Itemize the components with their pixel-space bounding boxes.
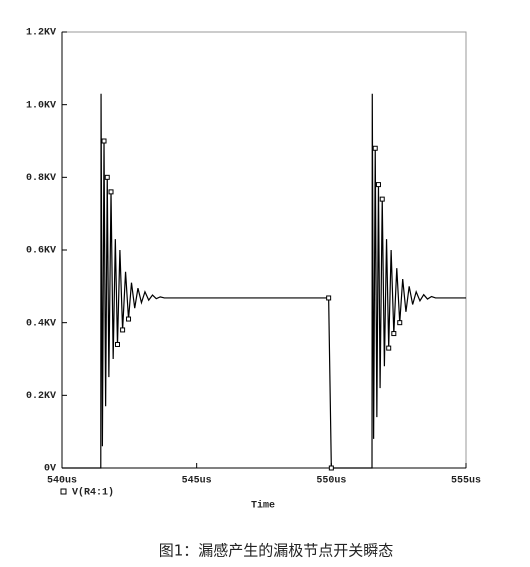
point-marker	[328, 465, 334, 471]
x-tick-label: 545us	[182, 476, 212, 487]
point-marker	[326, 295, 332, 301]
y-tick-label: 1.2KV	[26, 28, 56, 39]
line-series	[62, 93, 466, 469]
y-tick-label: 0.2KV	[26, 391, 56, 402]
x-axis-label: Time	[251, 500, 275, 512]
y-tick-label: 0V	[44, 464, 56, 475]
x-tick-label: 555us	[451, 476, 481, 487]
point-marker	[114, 341, 120, 347]
y-tick-label: 0.8KV	[26, 173, 56, 184]
y-tick-label: 0.6KV	[26, 246, 56, 257]
point-marker	[397, 320, 403, 326]
point-marker	[108, 189, 114, 195]
legend-label: V(R4:1)	[72, 487, 114, 499]
point-marker	[375, 182, 381, 188]
point-marker	[120, 327, 126, 333]
plot-frame	[61, 31, 467, 469]
y-tick-label: 1.0KV	[26, 100, 56, 111]
point-marker	[101, 138, 107, 144]
x-tick-label: 550us	[316, 476, 346, 487]
point-marker	[372, 145, 378, 151]
point-marker	[126, 316, 132, 322]
x-tick-label: 540us	[47, 476, 77, 487]
legend-marker	[60, 488, 67, 495]
point-marker	[379, 196, 385, 202]
caption: 图1：漏感产生的漏极节点开关瞬态	[159, 542, 394, 560]
y-tick-label: 0.4KV	[26, 318, 56, 329]
point-marker	[104, 174, 110, 180]
point-marker	[386, 345, 392, 351]
point-marker	[391, 331, 397, 337]
